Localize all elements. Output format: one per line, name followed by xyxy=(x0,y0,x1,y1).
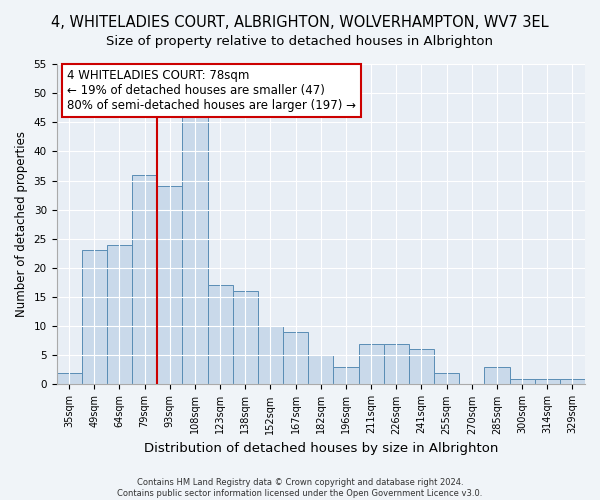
Bar xyxy=(258,326,283,384)
Bar xyxy=(484,367,509,384)
Bar xyxy=(107,244,132,384)
Bar xyxy=(409,350,434,384)
Bar xyxy=(509,378,535,384)
Bar xyxy=(82,250,107,384)
Bar xyxy=(359,344,383,384)
Bar xyxy=(233,291,258,384)
X-axis label: Distribution of detached houses by size in Albrighton: Distribution of detached houses by size … xyxy=(143,442,498,455)
Bar xyxy=(434,373,459,384)
Bar xyxy=(56,373,82,384)
Bar xyxy=(334,367,359,384)
Bar xyxy=(560,378,585,384)
Bar xyxy=(383,344,409,384)
Bar xyxy=(208,286,233,384)
Y-axis label: Number of detached properties: Number of detached properties xyxy=(15,131,28,317)
Text: 4 WHITELADIES COURT: 78sqm
← 19% of detached houses are smaller (47)
80% of semi: 4 WHITELADIES COURT: 78sqm ← 19% of deta… xyxy=(67,69,356,112)
Bar xyxy=(308,356,334,384)
Text: Contains HM Land Registry data © Crown copyright and database right 2024.
Contai: Contains HM Land Registry data © Crown c… xyxy=(118,478,482,498)
Text: Size of property relative to detached houses in Albrighton: Size of property relative to detached ho… xyxy=(107,35,493,48)
Bar xyxy=(535,378,560,384)
Text: 4, WHITELADIES COURT, ALBRIGHTON, WOLVERHAMPTON, WV7 3EL: 4, WHITELADIES COURT, ALBRIGHTON, WOLVER… xyxy=(51,15,549,30)
Bar xyxy=(132,174,157,384)
Bar xyxy=(157,186,182,384)
Bar xyxy=(182,116,208,384)
Bar xyxy=(283,332,308,384)
